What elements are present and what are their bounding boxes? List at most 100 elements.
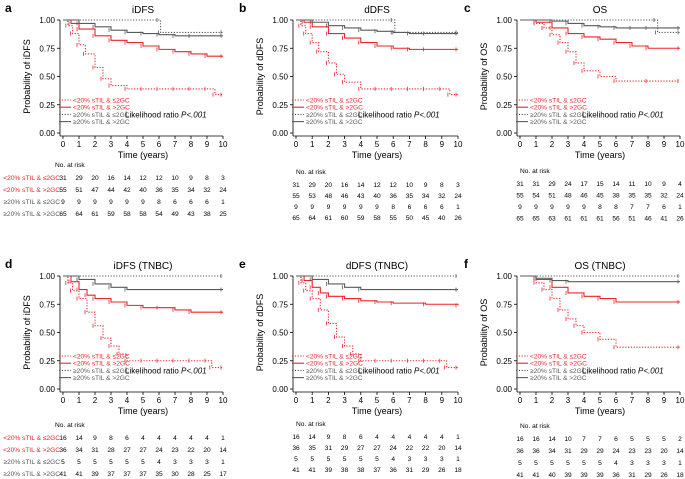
risk-count: 1 [221, 435, 225, 442]
legend-label: ≥20% sTIL & >2GC [306, 375, 363, 382]
risk-count: 9 [375, 204, 379, 211]
risk-count: 55 [59, 187, 67, 194]
y-tick-label: 0.25 [39, 101, 55, 110]
risk-count: 39 [91, 471, 99, 478]
risk-count: 18 [454, 467, 462, 474]
risk-count: 9 [61, 199, 65, 206]
risk-count: 25 [219, 211, 227, 218]
risk-count: 14 [309, 434, 317, 441]
risk-count: 24 [390, 445, 398, 452]
risk-count: 28 [107, 447, 115, 454]
km-curve-1 [296, 19, 458, 96]
risk-count: 5 [646, 436, 650, 443]
risk-count: 5 [534, 460, 538, 467]
risk-count: 5 [327, 456, 331, 463]
risk-count: 28 [187, 471, 195, 478]
x-tick-label: 5 [141, 396, 146, 405]
risk-count: 7 [582, 436, 586, 443]
risk-count: 48 [564, 193, 572, 200]
x-tick-label: 2 [550, 140, 555, 149]
y-axis-label: Probability of OS [479, 299, 489, 367]
risk-count: 6 [359, 434, 363, 441]
risk-count: 5 [310, 456, 314, 463]
y-tick-label: 0.50 [272, 73, 288, 82]
risk-count: 32 [660, 193, 668, 200]
risk-count: 9 [93, 199, 97, 206]
risk-count: 5 [662, 436, 666, 443]
y-tick-label: 1.00 [496, 16, 512, 25]
risk-count: 35 [155, 471, 163, 478]
risk-count: 29 [596, 448, 604, 455]
risk-count: 14 [454, 445, 462, 452]
y-tick-label: 0.00 [272, 385, 288, 394]
risk-count: 35 [309, 445, 317, 452]
risk-count: 35 [628, 193, 636, 200]
panel-letter: d [5, 257, 12, 271]
risk-count: 5 [125, 459, 129, 466]
x-tick-label: 7 [407, 140, 412, 149]
risk-count: 36 [390, 467, 398, 474]
x-tick-label: 5 [141, 140, 146, 149]
risk-count: 35 [406, 193, 414, 200]
legend-label: <20% sTIL & ≤2GC [73, 98, 130, 105]
x-tick-label: 1 [77, 140, 82, 149]
x-tick-label: 6 [391, 140, 396, 149]
risk-count: 32 [438, 193, 446, 200]
x-tick-label: 3 [109, 140, 114, 149]
x-tick-label: 7 [407, 396, 412, 405]
x-tick-label: 1 [534, 140, 539, 149]
risk-count: 56 [612, 216, 620, 223]
legend-label: ≥20% sTIL & ≤2GC [530, 368, 587, 375]
risk-count: 40 [373, 193, 381, 200]
risk-count: 3 [424, 456, 428, 463]
risk-count: 3 [408, 456, 412, 463]
risk-count: 20 [660, 448, 668, 455]
risk-count: 4 [614, 460, 618, 467]
risk-count: 9 [518, 204, 522, 211]
risk-row-label: <20% sTIL & ≤2GC [3, 175, 60, 182]
risk-count: 1 [221, 459, 225, 466]
panel-letter: e [239, 257, 246, 271]
risk-count: 7 [598, 436, 602, 443]
risk-count: 61 [596, 216, 604, 223]
risk-count: 4 [440, 434, 444, 441]
km-curve-3 [63, 19, 223, 33]
risk-count: 29 [75, 175, 83, 182]
x-tick-label: 9 [205, 140, 210, 149]
x-tick-label: 2 [93, 396, 98, 405]
y-tick-label: 0.00 [39, 385, 55, 394]
legend-label: ≥20% sTIL & ≤2GC [73, 112, 130, 119]
x-tick-label: 9 [440, 140, 445, 149]
risk-count: 5 [518, 460, 522, 467]
likelihood-label: Likelihood ratio [125, 366, 181, 375]
km-panel-e: e dDFS (TNBC) Probability of dDFS 0.00 0.25 0… [239, 257, 463, 474]
y-tick-label: 1.00 [39, 16, 55, 25]
y-tick-label: 0.00 [496, 129, 512, 138]
risk-count: 31 [325, 445, 333, 452]
risk-count: 65 [59, 211, 67, 218]
risk-count: 8 [205, 175, 209, 182]
risk-count: 42 [123, 187, 131, 194]
likelihood-pvalue: P<.001 [181, 366, 207, 375]
x-tick-label: 0 [61, 396, 66, 405]
x-tick-label: 3 [342, 140, 347, 149]
risk-count: 37 [123, 471, 131, 478]
risk-row-label: <20% sTIL & >2GC [3, 447, 60, 454]
likelihood-label: Likelihood ratio [358, 366, 414, 375]
risk-count: 5 [141, 459, 145, 466]
x-tick-label: 8 [423, 140, 428, 149]
risk-count: 23 [171, 447, 179, 454]
risk-table-header: No. at risk [296, 421, 326, 428]
y-tick-label: 0.50 [39, 73, 55, 82]
risk-count: 41 [660, 216, 668, 223]
likelihood-annotation: Likelihood ratio P<.001 [358, 110, 440, 119]
risk-count: 16 [59, 435, 67, 442]
risk-count: 9 [310, 204, 314, 211]
x-tick-label: 4 [582, 396, 587, 405]
y-tick-label: 0.25 [496, 357, 512, 366]
km-curve-4 [296, 275, 458, 291]
risk-count: 61 [325, 215, 333, 222]
risk-count: 65 [532, 216, 540, 223]
risk-count: 55 [516, 193, 524, 200]
x-tick-label: 3 [342, 396, 347, 405]
